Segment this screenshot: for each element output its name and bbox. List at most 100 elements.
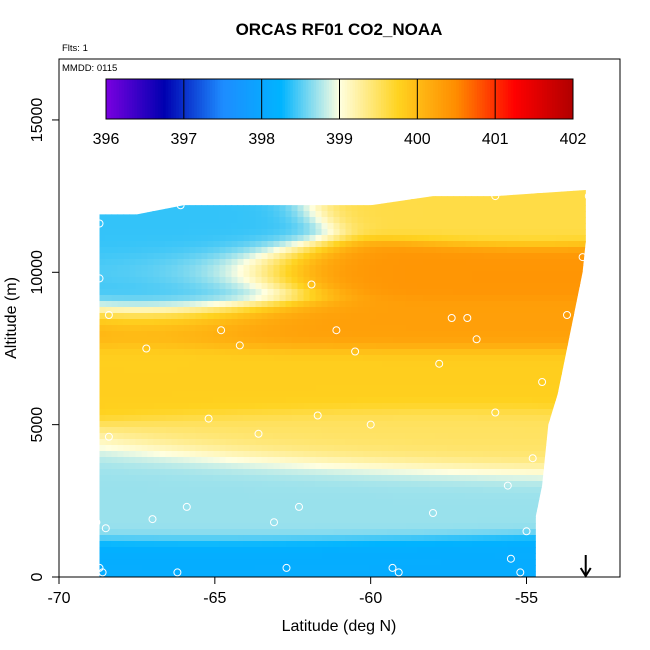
field-cell: [327, 403, 335, 410]
field-cell: [495, 415, 503, 422]
field-cell: [177, 529, 185, 536]
field-cell: [153, 349, 161, 356]
field-cell: [399, 535, 407, 542]
field-cell: [285, 241, 293, 248]
field-cell: [279, 547, 287, 554]
field-cell: [465, 487, 473, 494]
field-cell: [303, 229, 311, 236]
field-cell: [231, 265, 239, 272]
field-cell: [255, 451, 263, 458]
field-cell: [267, 397, 275, 404]
field-cell: [357, 529, 365, 536]
field-cell: [207, 217, 215, 224]
field-cell: [441, 523, 449, 530]
field-cell: [543, 313, 551, 320]
field-cell: [363, 493, 371, 500]
field-cell: [207, 469, 215, 476]
field-cell: [381, 409, 389, 416]
field-cell: [321, 391, 329, 398]
field-cell: [525, 397, 533, 404]
field-cell: [363, 199, 371, 206]
field-cell: [375, 547, 383, 554]
field-cell: [225, 547, 233, 554]
field-cell: [213, 247, 221, 254]
field-cell: [291, 190, 299, 194]
field-cell: [369, 259, 377, 266]
field-cell: [567, 271, 575, 278]
field-cell: [459, 205, 467, 212]
field-cell: [195, 409, 203, 416]
field-cell: [363, 259, 371, 266]
field-cell: [153, 235, 161, 242]
field-cell: [273, 223, 281, 230]
field-cell: [357, 217, 365, 224]
field-cell: [183, 409, 191, 416]
field-cell: [297, 247, 305, 254]
field-cell: [171, 247, 179, 254]
field-cell: [111, 337, 119, 344]
field-cell: [519, 361, 527, 368]
field-cell: [195, 511, 203, 518]
field-cell: [297, 265, 305, 272]
field-cell: [579, 367, 586, 374]
field-cell: [117, 445, 125, 452]
field-cell: [225, 271, 233, 278]
field-cell: [225, 211, 233, 218]
field-cell: [141, 190, 149, 194]
field-cell: [549, 403, 557, 410]
field-cell: [579, 475, 586, 482]
field-cell: [411, 190, 419, 194]
field-cell: [357, 373, 365, 380]
field-cell: [405, 229, 413, 236]
field-cell: [213, 289, 221, 296]
field-cell: [585, 247, 586, 254]
field-cell: [207, 373, 215, 380]
field-cell: [327, 241, 335, 248]
field-cell: [135, 397, 143, 404]
field-cell: [471, 391, 479, 398]
field-cell: [399, 475, 407, 482]
field-cell: [243, 235, 251, 242]
field-cell: [123, 517, 131, 524]
field-cell: [417, 253, 425, 260]
field-cell: [573, 271, 581, 278]
field-cell: [135, 229, 143, 236]
field-cell: [135, 421, 143, 428]
field-cell: [261, 499, 269, 506]
field-cell: [435, 523, 443, 530]
field-cell: [237, 319, 245, 326]
field-cell: [357, 241, 365, 248]
field-cell: [489, 217, 497, 224]
field-cell: [459, 331, 467, 338]
field-cell: [525, 361, 533, 368]
field-cell: [471, 361, 479, 368]
field-cell: [543, 421, 551, 428]
field-cell: [351, 499, 359, 506]
field-cell: [129, 523, 137, 530]
field-cell: [489, 367, 497, 374]
field-cell: [483, 457, 491, 464]
field-cell: [153, 457, 161, 464]
field-cell: [345, 499, 353, 506]
field-cell: [261, 547, 269, 554]
field-cell: [321, 223, 329, 230]
field-cell: [417, 391, 425, 398]
field-cell: [501, 487, 509, 494]
field-cell: [315, 211, 323, 218]
field-cell: [177, 505, 185, 512]
field-cell: [567, 190, 575, 194]
field-cell: [561, 451, 569, 458]
field-cell: [537, 541, 545, 548]
field-cell: [111, 397, 119, 404]
field-cell: [585, 205, 586, 212]
field-cell: [267, 301, 275, 308]
field-cell: [471, 301, 479, 308]
field-cell: [423, 523, 431, 530]
field-cell: [309, 361, 317, 368]
field-cell: [183, 355, 191, 362]
field-cell: [513, 361, 521, 368]
field-cell: [141, 463, 149, 470]
field-cell: [573, 403, 581, 410]
field-cell: [291, 379, 299, 386]
field-cell: [153, 439, 161, 446]
